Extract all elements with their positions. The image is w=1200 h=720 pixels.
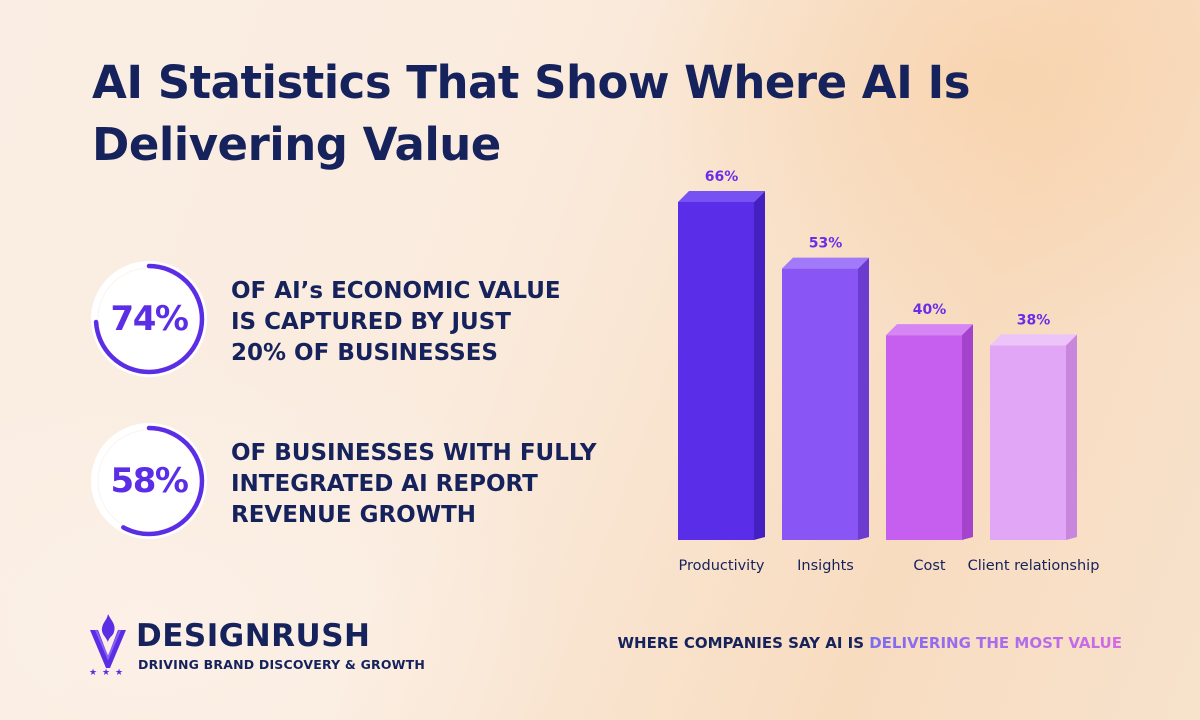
- ring-graphic: [91, 261, 207, 377]
- ring-progress-arc: [93, 425, 205, 537]
- bar-front: [990, 345, 1066, 540]
- stat-card-economic-value: 74% OF AI’s ECONOMIC VALUE IS CAPTURED B…: [88, 258, 648, 382]
- svg-text:★: ★: [89, 668, 97, 676]
- stat-value: 58%: [110, 461, 189, 501]
- data-label: 40%: [913, 302, 947, 318]
- percent-ring: 58%: [88, 420, 210, 542]
- brand-flame-icon: ★ ★ ★: [89, 614, 126, 676]
- svg-text:★: ★: [102, 668, 110, 676]
- caption-highlight: DELIVERING THE MOST VALUE: [869, 634, 1122, 652]
- bar-side: [1066, 334, 1077, 540]
- bar-front: [782, 268, 858, 540]
- stat-value: 74%: [110, 299, 189, 339]
- bar-productivity: 66% Productivity: [678, 169, 765, 574]
- bar-top: [782, 257, 869, 269]
- category-label: Cost: [913, 558, 946, 574]
- ring-graphic: [91, 423, 207, 539]
- stat-description: OF AI’s ECONOMIC VALUE IS CAPTURED BY JU…: [231, 278, 561, 366]
- bar-top: [990, 334, 1077, 346]
- bar-top: [678, 191, 765, 202]
- category-label: Insights: [797, 558, 854, 574]
- bar-client-relationship: 38% Client relationship: [968, 312, 1100, 574]
- ring-track: [91, 423, 207, 539]
- bar-chart: 66% Productivity 53% Insights 40% Cost 38% Clie…: [660, 160, 1140, 590]
- data-label: 53%: [809, 236, 843, 252]
- bar-cost: 40% Cost: [886, 302, 973, 574]
- bar-front: [678, 202, 754, 540]
- brand-tagline: DRIVING BRAND DISCOVERY & GROWTH: [138, 657, 426, 672]
- page-title: AI Statistics That Show Where AI Is Deli…: [92, 56, 971, 171]
- bar-top: [886, 324, 973, 336]
- bar-insights: 53% Insights: [782, 236, 869, 574]
- caption-prefix: WHERE COMPANIES SAY AI IS: [617, 634, 870, 652]
- bar-side: [858, 257, 869, 540]
- ring-track: [91, 261, 207, 377]
- bar-side: [754, 191, 765, 540]
- designrush-logo: ★ ★ ★ DESIGNRUSH DRIVING BRAND DISCOVERY…: [86, 610, 446, 680]
- bar-front: [886, 335, 962, 540]
- svg-text:★: ★: [115, 668, 123, 676]
- category-label: Client relationship: [968, 558, 1100, 574]
- brand-name: DESIGNRUSH: [136, 618, 371, 654]
- data-label: 38%: [1017, 312, 1051, 328]
- stat-description: OF BUSINESSES WITH FULLY INTEGRATED AI R…: [231, 440, 597, 528]
- percent-ring: 74%: [88, 258, 210, 380]
- category-label: Productivity: [679, 558, 765, 574]
- ring-progress-arc: [93, 263, 205, 375]
- bar-chart-svg: 66% Productivity 53% Insights 40% Cost 38% Clie…: [678, 169, 1100, 574]
- data-label: 66%: [705, 169, 739, 185]
- bar-side: [962, 324, 973, 540]
- stat-card-revenue-growth: 58% OF BUSINESSES WITH FULLY INTEGRATED …: [88, 420, 648, 544]
- chart-caption: WHERE COMPANIES SAY AI IS DELIVERING THE…: [617, 634, 1122, 652]
